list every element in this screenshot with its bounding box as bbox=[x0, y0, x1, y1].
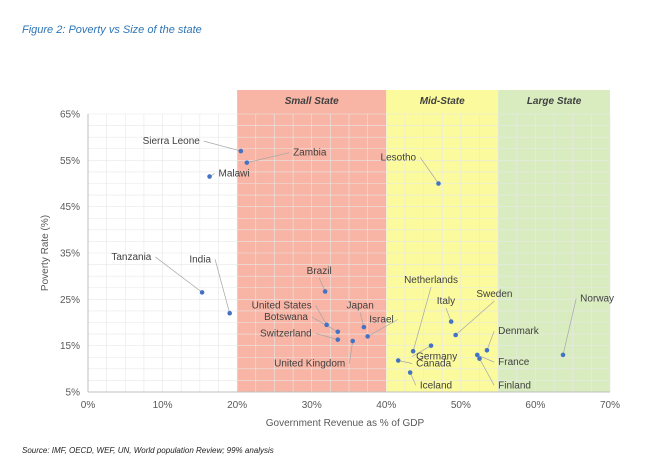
x-tick-label: 30% bbox=[302, 400, 322, 411]
point-label: Germany bbox=[416, 352, 457, 363]
point-label: France bbox=[498, 357, 530, 368]
leader-line bbox=[409, 372, 417, 386]
leader-line bbox=[155, 256, 203, 293]
data-point bbox=[238, 148, 244, 154]
data-point bbox=[199, 290, 205, 295]
point-label: Canada bbox=[416, 359, 451, 370]
source-note: Source: IMF, OECD, WEF, UN, World popula… bbox=[22, 446, 274, 455]
data-point bbox=[350, 338, 356, 344]
leader-line bbox=[486, 330, 495, 351]
y-tick-label: 45% bbox=[60, 202, 80, 213]
point-label: India bbox=[189, 254, 211, 265]
x-tick-label: 0% bbox=[81, 400, 96, 411]
leader-line bbox=[315, 305, 327, 325]
point-label: United Kingdom bbox=[274, 359, 345, 370]
x-tick-label: 20% bbox=[227, 400, 247, 411]
y-axis-label: Poverty Rate (%) bbox=[40, 215, 51, 291]
leader-line bbox=[348, 340, 354, 364]
point-label: Malawi bbox=[219, 169, 250, 180]
point-label: Switzerland bbox=[260, 328, 312, 339]
x-tick-label: 40% bbox=[376, 400, 396, 411]
leader-line bbox=[367, 319, 398, 337]
leader-line bbox=[203, 140, 241, 152]
point-label: Netherlands bbox=[404, 275, 458, 286]
data-point bbox=[207, 174, 212, 179]
data-point bbox=[395, 358, 401, 363]
data-point bbox=[410, 348, 416, 354]
point-label: Finland bbox=[498, 380, 531, 391]
point-label: Norway bbox=[580, 294, 614, 305]
leader-line bbox=[359, 312, 365, 328]
data-point bbox=[560, 352, 566, 358]
x-tick-label: 10% bbox=[153, 400, 173, 411]
data-point bbox=[361, 324, 367, 330]
point-label: Tanzania bbox=[111, 252, 151, 263]
y-tick-label: 5% bbox=[66, 388, 81, 399]
point-label: Italy bbox=[437, 296, 455, 307]
point-label: Iceland bbox=[420, 380, 452, 391]
leader-line bbox=[214, 259, 231, 314]
point-label: Japan bbox=[347, 301, 374, 312]
leader-line bbox=[419, 157, 439, 184]
point-label: Lesotho bbox=[381, 152, 417, 163]
point-label: Sierra Leone bbox=[143, 136, 201, 147]
point-label: Denmark bbox=[498, 326, 540, 337]
x-tick-label: 70% bbox=[600, 400, 620, 411]
leader-line bbox=[318, 277, 326, 292]
y-tick-label: 15% bbox=[60, 341, 80, 352]
leader-line bbox=[315, 333, 338, 340]
point-label: Zambia bbox=[293, 148, 327, 159]
data-point bbox=[453, 332, 458, 338]
point-label: Sweden bbox=[476, 289, 512, 300]
data-point bbox=[322, 289, 328, 294]
leader-line bbox=[412, 287, 432, 352]
data-point bbox=[365, 334, 370, 339]
data-point bbox=[436, 181, 441, 186]
y-tick-label: 25% bbox=[60, 295, 80, 306]
data-point bbox=[244, 160, 250, 165]
data-point bbox=[227, 310, 232, 316]
point-label: Israel bbox=[369, 315, 393, 326]
figure-title: Figure 2: Poverty vs Size of the state bbox=[22, 24, 202, 36]
point-label: Botswana bbox=[264, 312, 308, 323]
leader-line bbox=[445, 307, 452, 322]
point-label: United States bbox=[252, 301, 312, 312]
y-tick-label: 35% bbox=[60, 249, 80, 260]
band-label-0: Small State bbox=[285, 96, 339, 107]
leader-line bbox=[562, 298, 577, 356]
data-point bbox=[407, 370, 413, 375]
leader-line bbox=[477, 354, 495, 363]
band-label-1: Mid-State bbox=[420, 96, 465, 107]
data-point bbox=[428, 343, 434, 348]
point-label: Brazil bbox=[307, 266, 332, 277]
leader-line bbox=[411, 345, 432, 357]
leader-line bbox=[479, 358, 495, 386]
x-tick-label: 60% bbox=[525, 400, 545, 411]
leader-line bbox=[246, 152, 290, 163]
data-point bbox=[477, 356, 482, 361]
data-point bbox=[335, 337, 341, 342]
data-point bbox=[335, 329, 341, 335]
x-axis-label: Government Revenue as % of GDP bbox=[266, 418, 425, 429]
data-point bbox=[448, 319, 454, 324]
data-point bbox=[474, 352, 480, 358]
y-tick-label: 55% bbox=[60, 156, 80, 167]
leader-line bbox=[455, 300, 495, 336]
band-label-2: Large State bbox=[527, 96, 582, 107]
data-point bbox=[484, 348, 490, 353]
y-tick-label: 65% bbox=[60, 110, 80, 121]
leader-line bbox=[398, 360, 413, 364]
data-point bbox=[324, 322, 329, 328]
x-tick-label: 50% bbox=[451, 400, 471, 411]
